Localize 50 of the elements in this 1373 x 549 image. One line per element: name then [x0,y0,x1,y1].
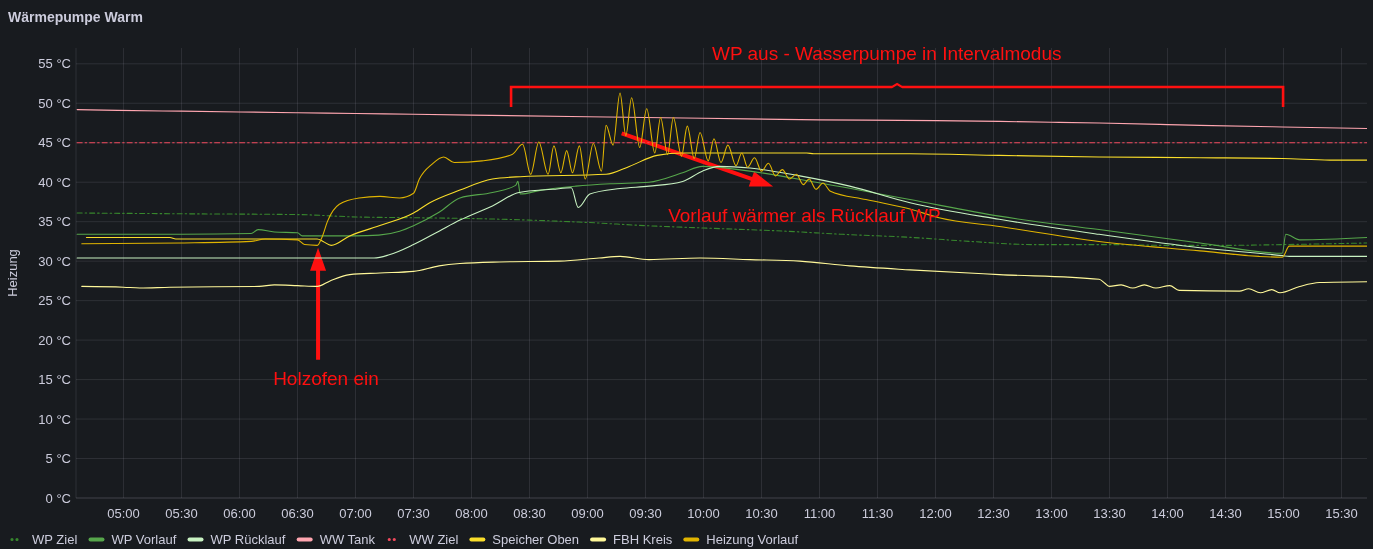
y-axis-title: Heizung [5,249,20,297]
x-tick-label: 05:00 [107,506,140,521]
x-tick-label: 15:00 [1267,506,1300,521]
x-tick-label: 06:30 [281,506,314,521]
annotation: Holzofen ein [273,368,379,390]
chart-title: Wärmepumpe Warm [8,9,143,25]
y-tick-label: 55 °C [38,56,71,72]
y-tick-label: 10 °C [38,411,71,427]
x-tick-label: 07:30 [397,506,430,521]
x-tick-label: 14:00 [1151,506,1184,521]
line-series [81,255,1367,294]
legend-label: Heizung Vorlauf [706,532,799,547]
x-tick-label: 12:00 [919,506,952,521]
legend-label: WW Ziel [409,532,459,547]
line-series [76,109,1367,130]
x-tick-label: 07:00 [339,506,372,521]
y-tick-label: 50 °C [38,95,71,111]
y-tick-label: 45 °C [38,135,71,151]
legend-label: WP Vorlauf [111,532,177,547]
x-tick-label: 05:30 [165,506,198,521]
x-tick-label: 10:30 [745,506,778,521]
x-tick-label: 06:00 [223,506,256,521]
x-tick-label: 11:30 [861,506,894,521]
x-tick-label: 15:30 [1325,506,1358,521]
y-tick-label: 35 °C [38,214,71,230]
y-tick-label: 25 °C [38,293,71,309]
line-series [81,92,1367,258]
legend-label: Speicher Oben [492,532,580,547]
x-tick-label: 10:00 [687,506,720,521]
legend-label: WP Ziel [32,532,78,547]
x-tick-label: 11:00 [803,506,836,521]
legend-label: FBH Kreis [613,532,673,547]
x-tick-label: 08:00 [455,506,488,521]
legend-label: WP Rücklauf [210,532,286,547]
y-tick-label: 40 °C [38,174,71,190]
annotation: WP aus - Wasserpumpe in Intervalmodus [711,43,1062,65]
x-tick-label: 13:00 [1035,506,1068,521]
x-tick-label: 09:00 [571,506,604,521]
x-tick-label: 12:30 [977,506,1010,521]
y-tick-label: 0 °C [45,490,71,506]
x-tick-label: 08:30 [513,506,546,521]
x-tick-label: 09:30 [629,506,662,521]
legend-label: WW Tank [319,532,376,547]
x-tick-label: 14:30 [1209,506,1242,521]
y-tick-label: 30 °C [38,253,71,269]
y-tick-label: 15 °C [38,372,71,388]
line-series [85,152,1367,246]
y-tick-label: 5 °C [45,451,71,467]
y-tick-label: 20 °C [38,332,71,348]
x-tick-label: 13:30 [1093,506,1126,521]
